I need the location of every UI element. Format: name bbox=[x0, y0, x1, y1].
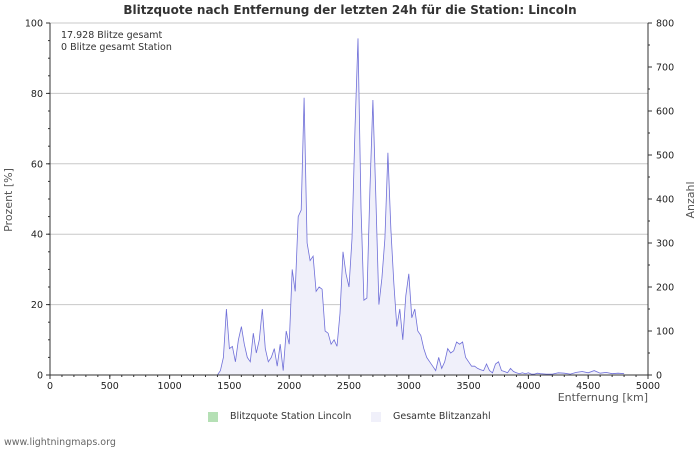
legend-label-total: Gesamte Blitzanzahl bbox=[393, 411, 491, 422]
y-tick-label-right: 800 bbox=[656, 19, 674, 30]
y-tick-label-right: 500 bbox=[656, 151, 674, 162]
info-station-strikes: 0 Blitze gesamt Station bbox=[61, 42, 172, 53]
y-tick-label-right: 700 bbox=[656, 63, 674, 74]
y-tick-label-right: 0 bbox=[656, 371, 662, 382]
x-tick-label: 4000 bbox=[516, 381, 540, 392]
x-tick-label: 500 bbox=[101, 381, 119, 392]
x-tick-label: 3500 bbox=[457, 381, 481, 392]
y-tick-label-right: 400 bbox=[656, 195, 674, 206]
y-tick-label-left: 80 bbox=[31, 89, 43, 100]
y-tick-label-left: 0 bbox=[37, 371, 43, 382]
footer-link[interactable]: www.lightningmaps.org bbox=[4, 437, 116, 448]
y-tick-label-right: 600 bbox=[656, 107, 674, 118]
y-tick-label-right: 200 bbox=[656, 283, 674, 294]
total-strikes-area bbox=[217, 38, 625, 376]
x-tick-label: 0 bbox=[47, 381, 53, 392]
x-tick-label: 2000 bbox=[277, 381, 301, 392]
x-tick-label: 1000 bbox=[158, 381, 182, 392]
legend-label-station: Blitzquote Station Lincoln bbox=[230, 411, 352, 422]
y-tick-label-left: 100 bbox=[25, 19, 43, 30]
info-total-strikes: 17.928 Blitze gesamt bbox=[61, 30, 163, 41]
x-axis-label: Entfernung [km] bbox=[558, 391, 648, 404]
legend-swatch-station bbox=[208, 411, 218, 422]
x-tick-label: 4500 bbox=[576, 381, 600, 392]
x-tick-label: 3000 bbox=[397, 381, 421, 392]
legend-item-total: Gesamte Blitzanzahl bbox=[371, 411, 491, 422]
y-tick-label-right: 100 bbox=[656, 327, 674, 338]
x-tick-label: 2500 bbox=[337, 381, 361, 392]
y-tick-label-right: 300 bbox=[656, 239, 674, 250]
x-tick-label: 1500 bbox=[217, 381, 241, 392]
total-strikes-line bbox=[217, 38, 625, 376]
y-tick-label-left: 60 bbox=[31, 159, 43, 170]
legend-item-station: Blitzquote Station Lincoln bbox=[208, 411, 351, 422]
legend-swatch-total bbox=[371, 411, 381, 422]
y-tick-label-left: 20 bbox=[31, 300, 43, 311]
y-axis-label-left: Prozent [%] bbox=[2, 168, 15, 232]
y-tick-label-left: 40 bbox=[31, 230, 43, 241]
chart-title: Blitzquote nach Entfernung der letzten 2… bbox=[123, 3, 577, 17]
y-axis-label-right: Anzahl bbox=[684, 181, 697, 218]
x-tick-label: 5000 bbox=[636, 381, 660, 392]
